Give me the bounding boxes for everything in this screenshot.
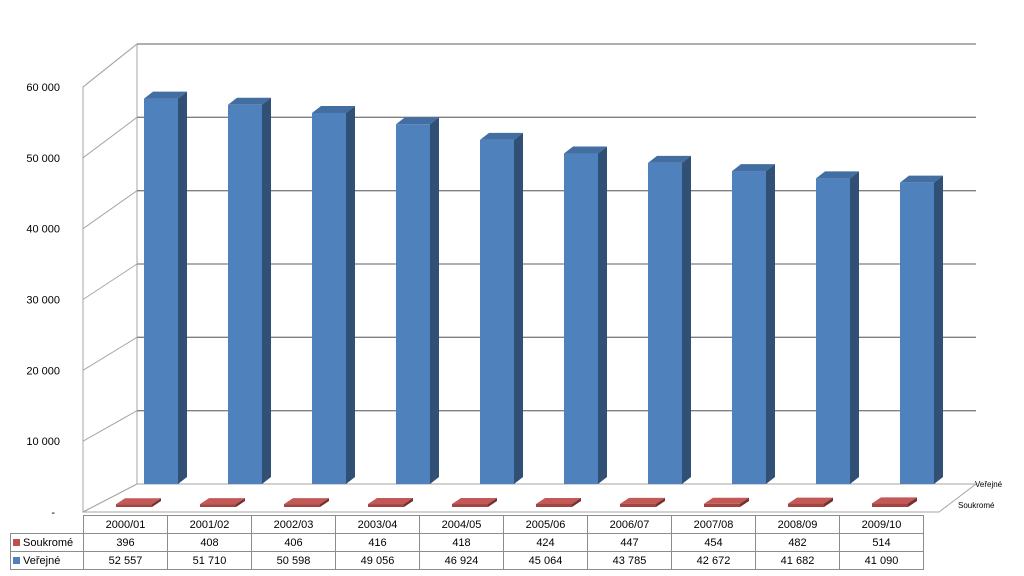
bar-soukrome-2004/05 <box>452 498 497 507</box>
table-header-cell: 2008/09 <box>755 515 840 534</box>
table-header-cell: 2007/08 <box>671 515 756 534</box>
table-cell: 408 <box>167 533 252 552</box>
y-tick-label: 60 000 <box>26 82 60 94</box>
table-cell: 424 <box>503 533 588 552</box>
bar-soukrome-2003/04 <box>368 498 413 507</box>
bar-soukrome-2000/01 <box>116 498 161 507</box>
y-tick-label: 50 000 <box>26 153 60 165</box>
bar-soukrome-2007/08 <box>704 497 749 507</box>
table-cell: 514 <box>839 533 924 552</box>
table-cell: 482 <box>755 533 840 552</box>
series-verejne <box>144 91 943 485</box>
legend-swatch <box>13 539 20 547</box>
data-table: 2000/01 2001/02 2002/03 2003/04 2004/05 2005/… <box>10 515 924 570</box>
table-row: Veřejné 52 557 51 710 50 598 49 056 46 924 45 … <box>10 551 924 570</box>
table-header-cell: 2004/05 <box>419 515 504 534</box>
bar-verejne-2005/06 <box>564 146 607 484</box>
table-cell: 42 672 <box>671 551 756 570</box>
table-header-cell: 2000/01 <box>83 515 168 534</box>
table-cell: 46 924 <box>419 551 504 570</box>
side-wall <box>82 42 138 513</box>
gridline-side <box>82 410 138 442</box>
table-header-cell: 2001/02 <box>167 515 252 534</box>
gridline-side <box>82 43 138 88</box>
table-cell: 50 598 <box>251 551 336 570</box>
bar-verejne-2003/04 <box>396 117 439 485</box>
gridline-side <box>82 336 138 371</box>
gridline-side <box>82 116 138 159</box>
bar-verejne-2004/05 <box>480 132 523 484</box>
bar-soukrome-2006/07 <box>620 497 665 507</box>
bar-soukrome-2008/09 <box>788 497 833 507</box>
y-tick-label: 10 000 <box>26 436 60 448</box>
table-header-cell: 2005/06 <box>503 515 588 534</box>
bar-verejne-2001/02 <box>228 97 271 484</box>
table-header-cell: 2002/03 <box>251 515 336 534</box>
table-cell: 52 557 <box>83 551 168 570</box>
table-cell: 447 <box>587 533 672 552</box>
table-header-cell: 2009/10 <box>839 515 924 534</box>
bar-verejne-2008/09 <box>816 171 859 484</box>
depth-label-soukrome: Soukromé <box>958 501 995 510</box>
y-tick-label: 40 000 <box>26 224 60 236</box>
series-soukrome <box>116 497 917 507</box>
gridline-side <box>82 263 138 300</box>
bar-verejne-2009/10 <box>900 175 943 484</box>
y-tick-label: 20 000 <box>26 365 60 377</box>
table-cell: 41 682 <box>755 551 840 570</box>
table-cell: 454 <box>671 533 756 552</box>
table-cell: 45 064 <box>503 551 588 570</box>
table-cell: 396 <box>83 533 168 552</box>
table-cell: 406 <box>251 533 336 552</box>
bar-soukrome-2001/02 <box>200 498 245 507</box>
gridlines <box>82 43 976 442</box>
bar-verejne-2000/01 <box>144 91 187 484</box>
table-cell: 41 090 <box>839 551 924 570</box>
table-header-cell: 2003/04 <box>335 515 420 534</box>
legend-key: Soukromé <box>10 533 84 552</box>
legend-key: Veřejné <box>10 551 84 570</box>
legend-swatch <box>13 557 20 565</box>
depth-label-verejne: Veřejné <box>975 480 1003 489</box>
floor <box>82 483 978 513</box>
y-tick-label: 30 000 <box>26 295 60 307</box>
table-header-cell: 2006/07 <box>587 515 672 534</box>
bar-verejne-2002/03 <box>312 105 355 484</box>
bar-soukrome-2005/06 <box>536 497 581 507</box>
gridline-side <box>82 190 138 230</box>
y-axis-ticks: - 10 000 20 000 30 000 40 000 50 000 60 000 <box>26 82 60 519</box>
table-cell: 418 <box>419 533 504 552</box>
y-tick-label: - <box>51 507 55 519</box>
table-cell: 416 <box>335 533 420 552</box>
table-cell: 51 710 <box>167 551 252 570</box>
table-cell: 49 056 <box>335 551 420 570</box>
bar-soukrome-2002/03 <box>284 498 329 507</box>
bar-verejne-2006/07 <box>648 155 691 484</box>
bar-verejne-2007/08 <box>732 164 775 484</box>
table-row: Soukromé 396 408 406 416 418 424 447 454 482 514 <box>10 533 924 552</box>
bar-soukrome-2009/10 <box>872 497 917 507</box>
table-cell: 43 785 <box>587 551 672 570</box>
